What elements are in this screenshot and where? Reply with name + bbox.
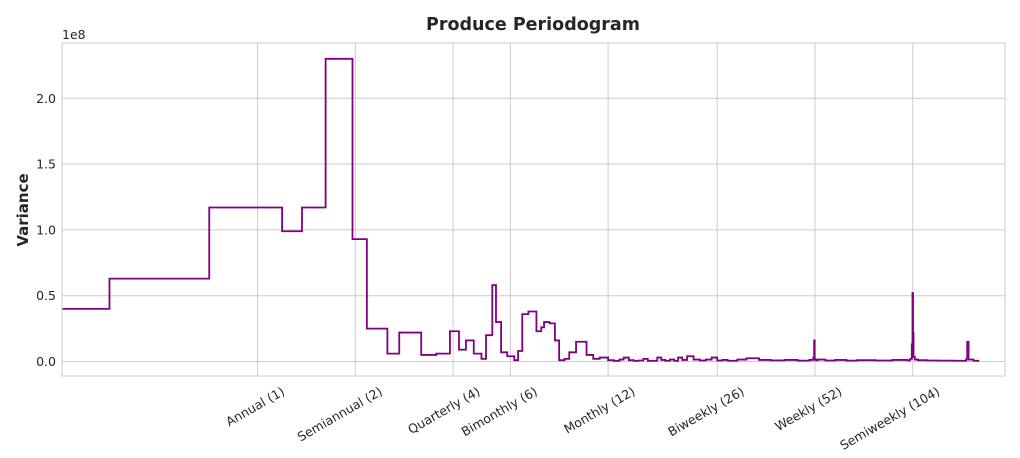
x-tick-label: Monthly (12) [561, 384, 638, 437]
y-tick-label: 0.5 [36, 288, 56, 303]
grid-lines [62, 43, 1005, 376]
x-tick-label: Semiweekly (104) [837, 384, 942, 453]
y-tick-label: 2.0 [36, 91, 56, 106]
y-axis-offset-label: 1e8 [62, 27, 86, 42]
chart-title: Produce Periodogram [426, 15, 640, 35]
x-tick-labels: Annual (1) Semiannual (2) Quarterly (4)Bim… [223, 384, 942, 453]
y-axis-label: Variance [14, 173, 32, 246]
x-tick-label: Annual (1) [223, 384, 287, 430]
plot-frame [61, 42, 1006, 377]
periodogram-series-line [62, 57, 980, 362]
y-tick-label: 0.0 [36, 354, 56, 369]
y-tick-labels: 0.0 0.5 1.0 1.5 2.0 [36, 91, 56, 369]
x-tick-label: Biweekly (26) [665, 384, 746, 440]
y-tick-label: 1.0 [36, 222, 56, 237]
series-group [62, 57, 980, 362]
x-tick-label: Weekly (52) [772, 384, 844, 434]
x-tick-label: Semiannual (2) [295, 384, 385, 445]
y-tick-label: 1.5 [36, 157, 56, 172]
